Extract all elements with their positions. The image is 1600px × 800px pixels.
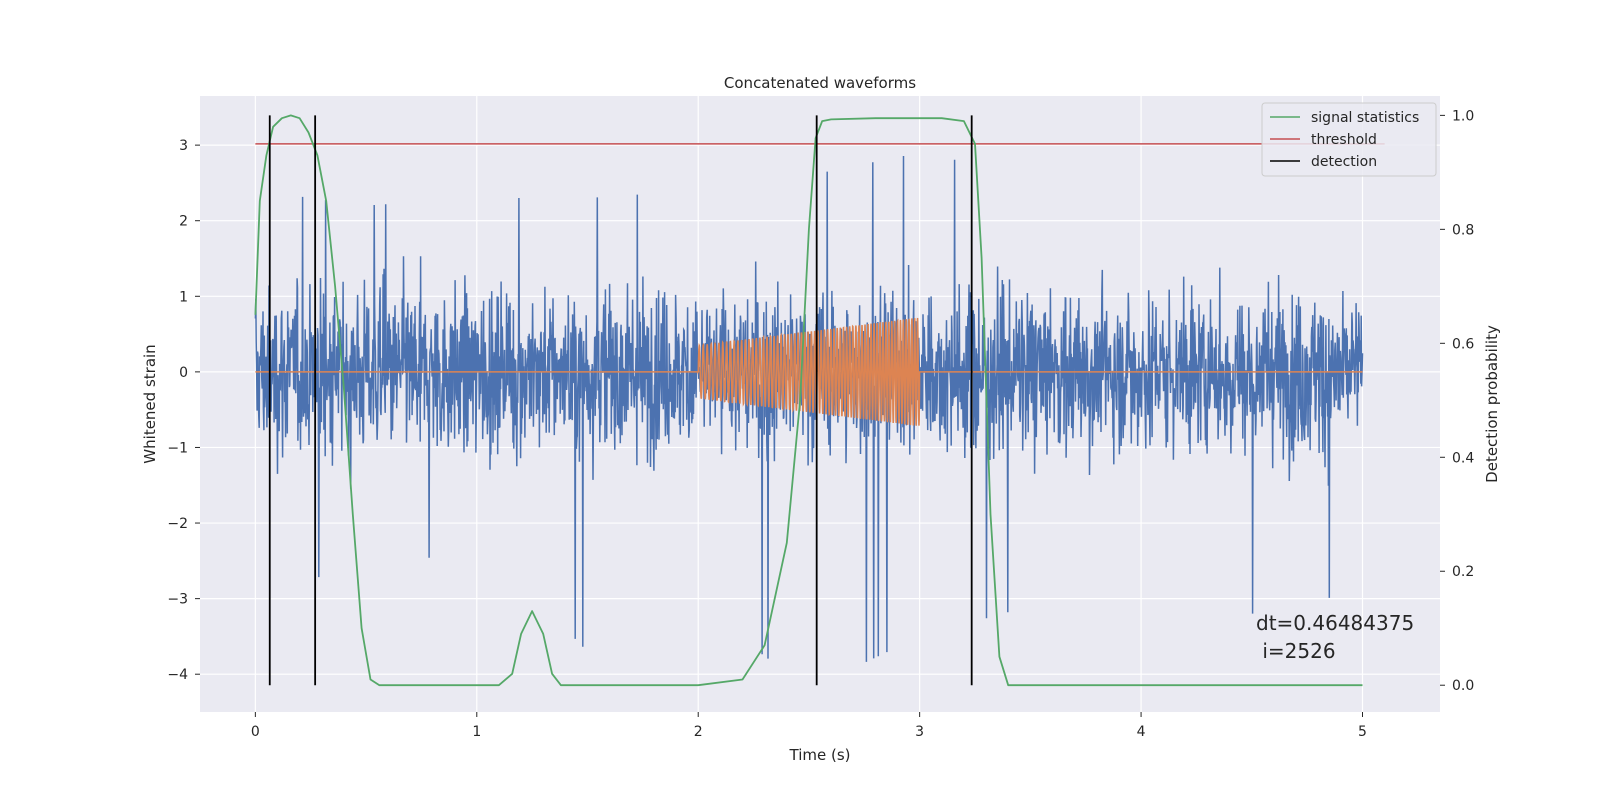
x-tick-label: 5 [1358, 724, 1367, 740]
legend-label-detection: detection [1311, 154, 1377, 170]
legend-box [1261, 102, 1437, 177]
y-tick-label: −1 [167, 440, 188, 456]
legend-label-threshold: threshold [1311, 132, 1377, 148]
x-tick-label: 3 [915, 724, 924, 740]
y2-tick-label: 0.6 [1452, 336, 1474, 352]
injected-waveform-line [255, 317, 1363, 426]
y2-tick-label: 0.0 [1452, 678, 1474, 694]
y2-tick-label: 1.0 [1452, 108, 1474, 124]
y-tick-label: 1 [179, 289, 188, 305]
chart-title: Concatenated waveforms [724, 74, 916, 92]
y-tick-label: −3 [167, 592, 188, 608]
y-tick-label: 3 [179, 138, 188, 154]
series-layer [254, 114, 1385, 687]
y-axis-label: Whitened strain [141, 344, 159, 463]
annotation-dt: dt=0.46484375 [1256, 611, 1414, 635]
signal-statistics-line [254, 114, 1363, 687]
y2-tick-label: 0.4 [1452, 450, 1474, 466]
y2-axis-label: Detection probability [1483, 325, 1501, 483]
y-tick-label: −2 [167, 516, 188, 532]
y2-tick-label: 0.8 [1452, 222, 1474, 238]
y-tick-label: 2 [179, 214, 188, 230]
x-tick-label: 1 [472, 724, 481, 740]
x-tick-label: 0 [251, 724, 260, 740]
x-axis-label: Time (s) [789, 746, 851, 764]
y2-tick-label: 0.2 [1452, 564, 1474, 580]
axes-layer: 0 1 2 3 4 5 −4 −3 −2 −1 0 1 2 3 0.0 0.2 0.4 0.6 0.8 1.0 [167, 108, 1474, 740]
y-tick-label: 0 [179, 365, 188, 381]
legend-label-signal-statistics: signal statistics [1311, 110, 1419, 126]
annotation-i: i=2526 [1256, 639, 1336, 663]
x-tick-label: 2 [694, 724, 703, 740]
x-tick-label: 4 [1137, 724, 1146, 740]
y-tick-label: −4 [167, 667, 188, 683]
legend: signal statistics threshold detection [1261, 102, 1437, 177]
